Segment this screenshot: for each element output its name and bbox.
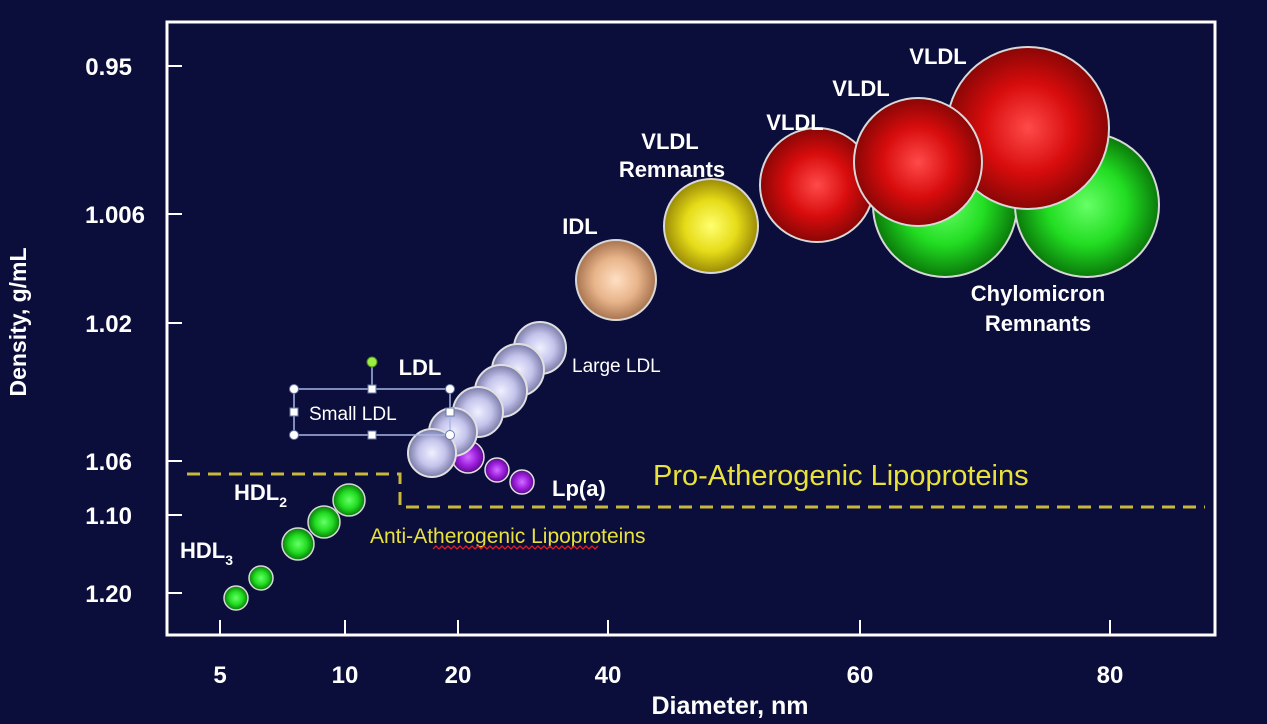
- x-tick-labels: 5 10 20 40 60 80: [213, 662, 1123, 689]
- idl-label: IDL: [562, 214, 597, 239]
- hdl3-particle: [248, 565, 274, 591]
- rotation-handle[interactable]: [366, 356, 378, 368]
- lpa-label: Lp(a): [552, 476, 606, 501]
- resize-handle[interactable]: [289, 407, 299, 417]
- chylomicron-remnants-label: Remnants: [985, 311, 1091, 336]
- resize-handle[interactable]: [445, 430, 455, 440]
- particles: [223, 46, 1160, 611]
- vldl-particle: [853, 97, 983, 227]
- y-tick-labels: 0.95 1.006 1.02 1.06 1.10 1.20: [85, 54, 145, 608]
- resize-handle[interactable]: [445, 384, 455, 394]
- hdl3-particle: [223, 585, 249, 611]
- anti-part2: Atherogenic: [413, 525, 525, 548]
- x-tick-label: 5: [213, 662, 226, 689]
- vldl-remnants-label: Remnants: [619, 157, 725, 182]
- y-tick-label: 1.06: [85, 449, 132, 476]
- hdl2-label-main: HDL: [234, 480, 279, 505]
- pro-atherogenic-annotation: Pro-Atherogenic Lipoproteins: [653, 460, 1029, 492]
- class-labels: VLDL VLDL VLDL VLDL Remnants IDL Chylomi…: [180, 44, 1105, 568]
- hdl2-label: HDL2: [234, 480, 287, 510]
- y-tick-label: 0.95: [85, 54, 132, 81]
- lpa-particle: [484, 457, 510, 483]
- x-tick-label: 10: [332, 662, 359, 689]
- resize-handle[interactable]: [367, 430, 377, 440]
- hdl2-label-sub: 2: [279, 494, 287, 510]
- anti-part1: Anti-: [370, 525, 413, 548]
- small-ldl-particle: [407, 428, 457, 478]
- spellcheck-underline: [432, 545, 599, 550]
- x-tick-label: 40: [595, 662, 622, 689]
- y-ticks: [167, 65, 182, 594]
- y-tick-label: 1.006: [85, 202, 145, 229]
- x-axis-title: Diameter, nm: [651, 692, 808, 719]
- small-ldl-label: Small LDL: [309, 404, 397, 425]
- x-tick-label: 60: [847, 662, 874, 689]
- anti-part3: Lipoproteins: [525, 525, 645, 548]
- resize-handle[interactable]: [445, 407, 455, 417]
- y-tick-label: 1.02: [85, 311, 132, 338]
- ldl-label: LDL: [399, 355, 442, 380]
- resize-handle[interactable]: [289, 430, 299, 440]
- vldl-remnants-label: VLDL: [641, 129, 698, 154]
- anti-atherogenic-annotation: Anti-Atherogenic Lipoproteins: [370, 525, 646, 548]
- vldl-remnant-particle: [663, 178, 759, 274]
- large-ldl-label: Large LDL: [572, 356, 661, 377]
- hdl2-particle: [307, 505, 341, 539]
- lpa-particle: [509, 469, 535, 495]
- hdl3-label-sub: 3: [225, 552, 233, 568]
- vldl-label: VLDL: [766, 110, 823, 135]
- x-tick-label: 20: [445, 662, 472, 689]
- y-tick-label: 1.10: [85, 503, 132, 530]
- y-axis-title: Density, g/mL: [5, 247, 31, 396]
- resize-handle[interactable]: [367, 384, 377, 394]
- hdl3-label: HDL3: [180, 538, 233, 568]
- vldl-label: VLDL: [909, 44, 966, 69]
- resize-handle[interactable]: [289, 384, 299, 394]
- x-ticks: [219, 620, 1111, 635]
- x-tick-label: 80: [1097, 662, 1124, 689]
- idl-particle: [575, 239, 657, 321]
- hdl3-label-main: HDL: [180, 538, 225, 563]
- small-ldl-selection-box[interactable]: [289, 356, 455, 440]
- vldl-label: VLDL: [832, 76, 889, 101]
- hdl2-particle: [332, 483, 366, 517]
- plot-frame: [165, 20, 1217, 637]
- y-tick-label: 1.20: [85, 581, 132, 608]
- atherogenic-divider: [187, 472, 1205, 509]
- chylomicron-remnants-label: Chylomicron: [971, 281, 1105, 306]
- hdl2-particle: [281, 527, 315, 561]
